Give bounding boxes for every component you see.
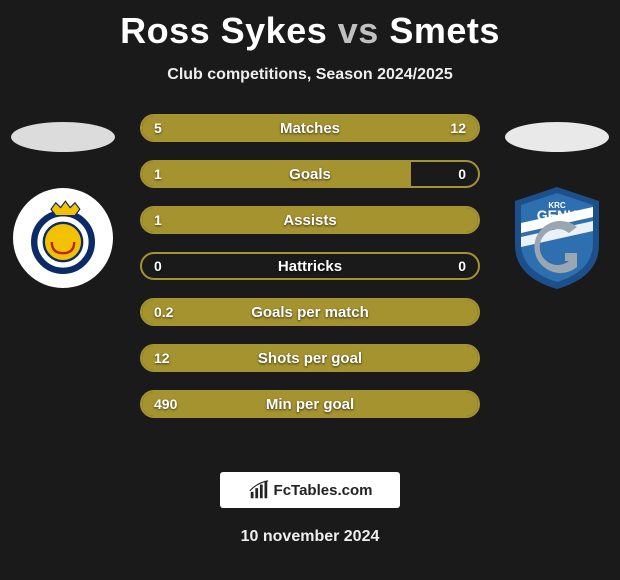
fctables-logo: FcTables.com (220, 472, 400, 508)
stat-bars: 512Matches 10Goals 1Assists 00Hattricks 0.2G… (140, 114, 480, 418)
stat-label: Hattricks (142, 258, 478, 275)
right-side-column: KRC GENK (502, 114, 612, 288)
vs-text: vs (338, 10, 379, 51)
player2-club-crest: KRC GENK (507, 188, 607, 288)
usg-crest-icon (23, 198, 103, 278)
stat-label: Assists (142, 212, 478, 229)
player2-name: Smets (389, 10, 500, 51)
stat-label: Goals per match (142, 304, 478, 321)
fctables-text: FcTables.com (274, 482, 373, 499)
left-side-column (8, 114, 118, 288)
svg-text:GENK: GENK (537, 207, 577, 223)
stat-row: 1Assists (140, 206, 480, 234)
stat-row: 00Hattricks (140, 252, 480, 280)
stat-row: 490Min per goal (140, 390, 480, 418)
player2-avatar (505, 122, 609, 152)
player1-avatar (11, 122, 115, 152)
stat-label: Matches (142, 120, 478, 137)
subtitle: Club competitions, Season 2024/2025 (0, 66, 620, 84)
stat-row: 12Shots per goal (140, 344, 480, 372)
player1-name: Ross Sykes (120, 10, 327, 51)
genk-crest-icon: KRC GENK (507, 183, 607, 293)
stat-label: Shots per goal (142, 350, 478, 367)
stat-row: 0.2Goals per match (140, 298, 480, 326)
page-title: Ross Sykes vs Smets (0, 0, 620, 52)
stat-label: Min per goal (142, 396, 478, 413)
chart-icon (248, 479, 270, 501)
stat-label: Goals (142, 166, 478, 183)
player1-club-crest (13, 188, 113, 288)
stat-row: 10Goals (140, 160, 480, 188)
stat-row: 512Matches (140, 114, 480, 142)
comparison-content: KRC GENK 512Matches 10Goals 1Assists 00Hatt… (0, 114, 620, 444)
footer-date: 10 november 2024 (0, 528, 620, 546)
